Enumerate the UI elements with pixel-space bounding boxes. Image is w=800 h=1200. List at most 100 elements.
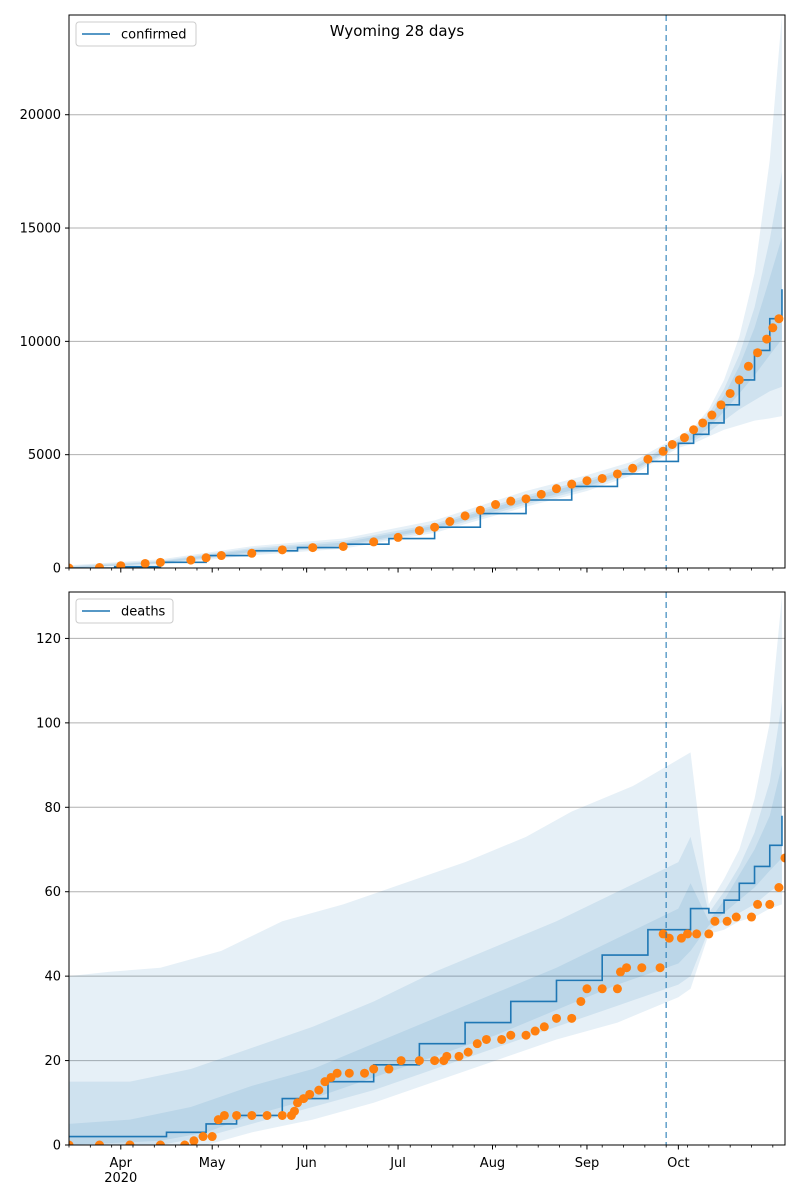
observed-point <box>597 984 607 994</box>
y-tick-label: 80 <box>44 801 61 816</box>
observed-point <box>277 1110 287 1120</box>
y-tick-label: 40 <box>44 970 61 985</box>
legend: confirmed <box>75 21 197 47</box>
observed-point <box>445 517 455 527</box>
observed-point <box>207 1132 217 1142</box>
observed-point <box>521 1030 531 1040</box>
observed-point <box>430 522 440 532</box>
observed-point <box>180 1140 190 1145</box>
observed-point <box>716 400 726 410</box>
observed-point <box>384 1064 394 1074</box>
deaths-panel: 0 20 40 60 80 100 120 deaths Apr May Jun Jul Aug Sep O… <box>36 591 786 1186</box>
uncertainty-band <box>69 171 782 568</box>
observed-point <box>314 1085 324 1095</box>
observed-point <box>125 1140 135 1145</box>
observed-point <box>247 548 257 558</box>
observed-point <box>768 323 778 333</box>
observed-point <box>762 334 772 344</box>
y-tick-label: 5000 <box>28 448 61 463</box>
observed-point <box>551 484 561 494</box>
observed-point <box>521 494 531 504</box>
y-tick-label: 120 <box>36 632 61 647</box>
observed-point <box>707 410 717 420</box>
x-tick-label: Apr <box>110 1156 133 1171</box>
observed-point <box>710 916 720 926</box>
observed-point <box>725 388 735 398</box>
observed-point <box>539 1022 549 1032</box>
confirmed-panel: 0 5000 10000 15000 20000 confirmed <box>20 14 786 577</box>
observed-point <box>69 1140 74 1145</box>
observed-point <box>475 505 485 515</box>
observed-point <box>393 532 403 542</box>
observed-point <box>140 558 150 568</box>
observed-point <box>189 1136 199 1145</box>
observed-point <box>530 1026 540 1036</box>
plot-area <box>69 596 785 1145</box>
observed-point <box>655 963 665 973</box>
x-tick-label: Aug <box>480 1156 505 1171</box>
observed-point <box>722 916 732 926</box>
uncertainty-band <box>69 237 782 568</box>
observed-point <box>551 1013 561 1023</box>
observed-point <box>637 963 647 973</box>
observed-point <box>198 1132 208 1142</box>
observed-point <box>612 469 622 479</box>
x-year-label: 2020 <box>104 1171 137 1186</box>
observed-point <box>201 553 211 563</box>
observed-point <box>396 1056 406 1066</box>
observed-point <box>698 418 708 428</box>
observed-point <box>116 561 126 568</box>
observed-point <box>289 1106 299 1116</box>
observed-point <box>369 537 379 547</box>
observed-point <box>597 473 607 483</box>
observed-point <box>232 1110 242 1120</box>
legend-box <box>75 598 174 624</box>
observed-point <box>247 1110 257 1120</box>
observed-point <box>414 526 424 536</box>
observed-point <box>692 929 702 939</box>
observed-point <box>94 1140 104 1145</box>
y-tick-label: 20 <box>44 1054 61 1069</box>
observed-point <box>567 1013 577 1023</box>
observed-point <box>664 933 674 943</box>
observed-point <box>369 1064 379 1074</box>
observed-point <box>683 929 693 939</box>
x-tick-label: Jun <box>295 1156 316 1171</box>
observed-point <box>472 1039 482 1049</box>
observed-point <box>582 984 592 994</box>
observed-point <box>780 853 785 863</box>
observed-point <box>734 375 744 385</box>
observed-point <box>69 563 74 568</box>
y-tick-label: 100 <box>36 716 61 731</box>
figure-title: Wyoming 28 days <box>330 22 465 40</box>
observed-point <box>414 1056 424 1066</box>
observed-point <box>622 963 632 973</box>
observed-point <box>774 882 784 892</box>
observed-point <box>658 446 668 456</box>
observed-point <box>731 912 741 922</box>
observed-point <box>506 1030 516 1040</box>
observed-point <box>576 996 586 1006</box>
legend-box <box>75 21 197 47</box>
observed-point <box>506 496 516 506</box>
legend-label: deaths <box>121 605 166 620</box>
observed-point <box>332 1068 342 1078</box>
observed-point <box>277 545 287 555</box>
observed-point <box>612 984 622 994</box>
observed-point <box>481 1034 491 1044</box>
uncertainty-band <box>69 596 782 1145</box>
observed-point <box>753 348 763 358</box>
observed-point <box>667 439 677 449</box>
x-tick-label: Oct <box>667 1156 689 1171</box>
y-tick-label: 0 <box>53 1139 61 1154</box>
y-tick-label: 0 <box>53 562 61 577</box>
observed-point <box>704 929 714 939</box>
observed-point <box>338 541 348 551</box>
observed-point <box>186 555 196 565</box>
observed-point <box>643 454 653 464</box>
observed-point <box>430 1056 440 1066</box>
observed-point <box>753 899 763 909</box>
uncertainty-band <box>69 15 782 568</box>
y-tick-label: 15000 <box>20 222 61 237</box>
